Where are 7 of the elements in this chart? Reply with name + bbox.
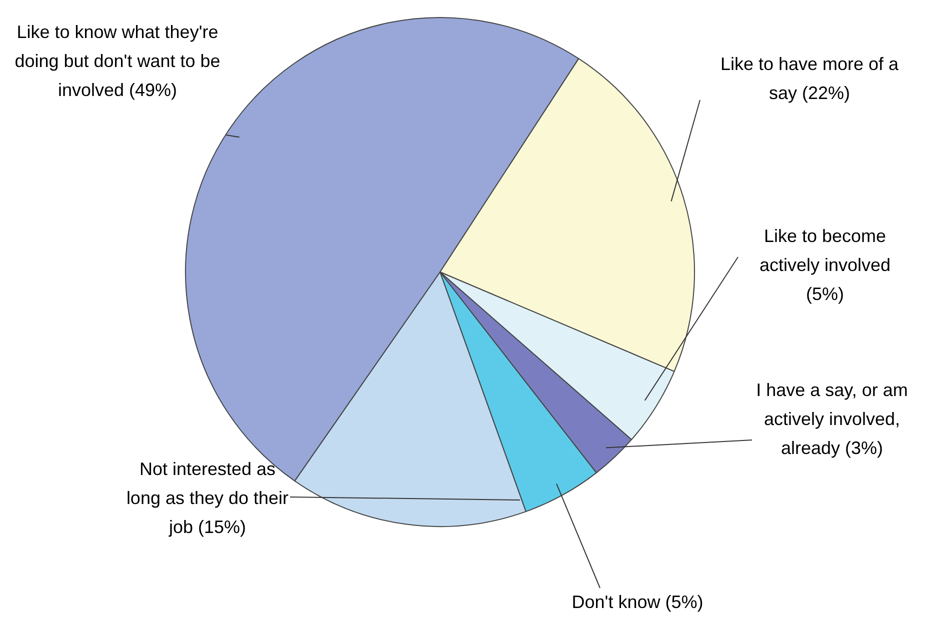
slice-label: Like to become actively involved [759, 226, 891, 275]
slice-label: Like to have more of a say (22%) [719, 53, 900, 105]
slice-label: Like to know what they're doing but don't want to be involved (49%) [14, 21, 222, 102]
slice-label: Not interested as long as they do their job (15%) [125, 458, 290, 539]
data-label: (5%) [806, 284, 844, 304]
slice-label: Don't know (5%) [570, 591, 704, 614]
slice-label: I have a say, or am actively involved, already (3%) [755, 379, 909, 460]
